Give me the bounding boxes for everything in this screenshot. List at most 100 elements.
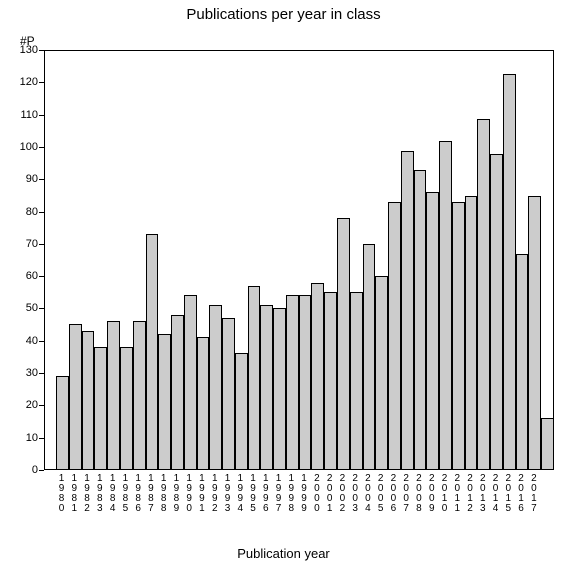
x-tick-label: 2 0 1 5 xyxy=(503,474,513,514)
x-tick-label: 1 9 9 6 xyxy=(261,474,271,514)
x-tick-label: 1 9 9 4 xyxy=(235,474,245,514)
x-tick-label: 2 0 0 8 xyxy=(414,474,424,514)
x-tick-label: 1 9 8 5 xyxy=(120,474,130,514)
y-tick-label: 80 xyxy=(14,206,38,218)
x-tick-label: 2 0 0 9 xyxy=(427,474,437,514)
bar xyxy=(375,276,388,469)
x-tick-label: 2 0 1 1 xyxy=(452,474,462,514)
x-tick-label: 1 9 9 0 xyxy=(184,474,194,514)
bar xyxy=(94,347,107,469)
plot-area xyxy=(44,50,554,470)
x-tick-label: 1 9 8 1 xyxy=(69,474,79,514)
y-tick-mark xyxy=(39,82,44,83)
bar xyxy=(477,119,490,469)
y-tick-mark xyxy=(39,470,44,471)
y-tick-label: 120 xyxy=(14,76,38,88)
y-tick-mark xyxy=(39,405,44,406)
bar xyxy=(465,196,478,469)
bar xyxy=(311,283,324,469)
y-tick-mark xyxy=(39,373,44,374)
y-tick-label: 40 xyxy=(14,335,38,347)
x-tick-label: 1 9 9 8 xyxy=(286,474,296,514)
bar xyxy=(541,418,554,469)
x-tick-label: 1 9 8 4 xyxy=(108,474,118,514)
y-tick-label: 60 xyxy=(14,270,38,282)
y-tick-mark xyxy=(39,179,44,180)
bar xyxy=(350,292,363,469)
x-tick-label: 1 9 8 6 xyxy=(133,474,143,514)
x-tick-label: 2 0 1 0 xyxy=(439,474,449,514)
y-tick-label: 20 xyxy=(14,399,38,411)
bar xyxy=(197,337,210,469)
x-tick-label: 2 0 0 3 xyxy=(350,474,360,514)
bar xyxy=(528,196,541,469)
bar xyxy=(452,202,465,469)
y-tick-mark xyxy=(39,276,44,277)
x-tick-label: 2 0 0 2 xyxy=(337,474,347,514)
y-tick-mark xyxy=(39,308,44,309)
x-tick-label: 2 0 0 4 xyxy=(363,474,373,514)
bar xyxy=(133,321,146,469)
y-tick-label: 130 xyxy=(14,44,38,56)
bar xyxy=(158,334,171,469)
bar xyxy=(209,305,222,469)
y-tick-label: 0 xyxy=(14,464,38,476)
x-tick-label: 1 9 9 5 xyxy=(248,474,258,514)
bar xyxy=(503,74,516,469)
bar xyxy=(414,170,427,469)
x-tick-label: 2 0 1 3 xyxy=(478,474,488,514)
x-tick-label: 1 9 9 2 xyxy=(210,474,220,514)
bar xyxy=(120,347,133,469)
bar xyxy=(363,244,376,469)
x-tick-label: 1 9 8 7 xyxy=(146,474,156,514)
y-tick-mark xyxy=(39,115,44,116)
x-tick-label: 2 0 0 6 xyxy=(388,474,398,514)
bar xyxy=(388,202,401,469)
x-tick-label: 1 9 8 9 xyxy=(171,474,181,514)
y-tick-mark xyxy=(39,212,44,213)
bar xyxy=(426,192,439,469)
x-tick-label: 2 0 0 1 xyxy=(325,474,335,514)
bar xyxy=(324,292,337,469)
y-tick-label: 50 xyxy=(14,302,38,314)
x-tick-label: 2 0 1 4 xyxy=(491,474,501,514)
x-tick-label: 2 0 1 7 xyxy=(529,474,539,514)
x-tick-label: 2 0 1 2 xyxy=(465,474,475,514)
bar xyxy=(286,295,299,469)
y-tick-label: 70 xyxy=(14,238,38,250)
y-tick-mark xyxy=(39,438,44,439)
bar xyxy=(69,324,82,469)
x-tick-label: 1 9 8 3 xyxy=(95,474,105,514)
x-tick-label: 1 9 9 1 xyxy=(197,474,207,514)
y-tick-mark xyxy=(39,147,44,148)
y-tick-mark xyxy=(39,50,44,51)
y-tick-label: 90 xyxy=(14,173,38,185)
bar xyxy=(260,305,273,469)
bar xyxy=(107,321,120,469)
y-tick-label: 10 xyxy=(14,432,38,444)
y-tick-label: 110 xyxy=(14,109,38,121)
x-tick-label: 1 9 9 9 xyxy=(299,474,309,514)
bar xyxy=(401,151,414,469)
bar xyxy=(184,295,197,469)
x-tick-label: 2 0 0 0 xyxy=(312,474,322,514)
bar xyxy=(490,154,503,469)
bar xyxy=(516,254,529,469)
bar xyxy=(248,286,261,469)
x-tick-label: 1 9 8 2 xyxy=(82,474,92,514)
bar xyxy=(56,376,69,469)
x-tick-label: 1 9 8 8 xyxy=(159,474,169,514)
bar xyxy=(235,353,248,469)
y-tick-label: 100 xyxy=(14,141,38,153)
x-tick-label: 1 9 9 7 xyxy=(274,474,284,514)
x-tick-label: 1 9 8 0 xyxy=(57,474,67,514)
x-tick-label: 1 9 9 3 xyxy=(222,474,232,514)
bar xyxy=(439,141,452,469)
bar xyxy=(222,318,235,469)
bar xyxy=(171,315,184,469)
x-tick-label: 2 0 1 6 xyxy=(516,474,526,514)
chart-title: Publications per year in class xyxy=(0,6,567,23)
chart-container: Publications per year in class #P 010203… xyxy=(0,0,567,567)
x-tick-label: 2 0 0 7 xyxy=(401,474,411,514)
y-tick-mark xyxy=(39,244,44,245)
